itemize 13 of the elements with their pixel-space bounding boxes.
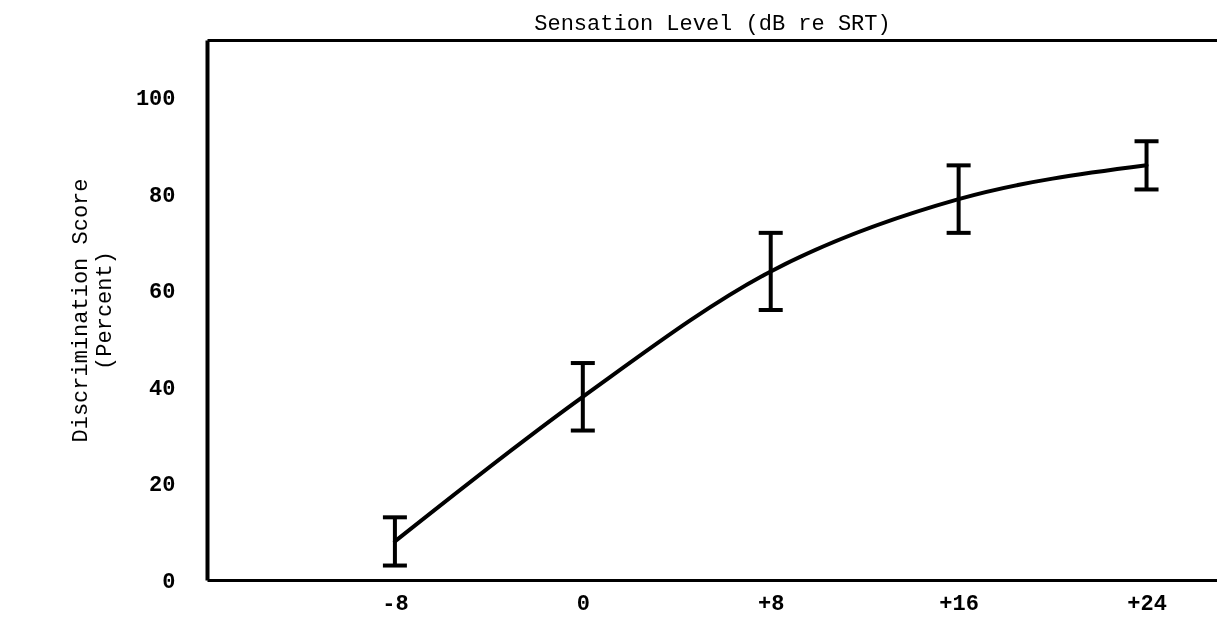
- x-tick-label: +8: [758, 591, 785, 617]
- x-tick-label: -8: [382, 591, 409, 617]
- y-tick-label: 20: [149, 473, 176, 499]
- x-tick-label: +24: [1127, 591, 1167, 617]
- x-axis-title: Sensation Level (dB re SRT): [534, 11, 891, 37]
- y-axis-title: Discrimination Score (Percent): [68, 178, 118, 443]
- y-tick-label: 0: [162, 569, 176, 595]
- x-tick-label: 0: [576, 591, 590, 617]
- y-tick-label: 80: [149, 183, 176, 209]
- y-tick-label: 40: [149, 376, 176, 402]
- x-tick-label: +16: [939, 591, 979, 617]
- y-tick-label: 60: [149, 280, 176, 306]
- y-tick-label: 100: [135, 87, 176, 113]
